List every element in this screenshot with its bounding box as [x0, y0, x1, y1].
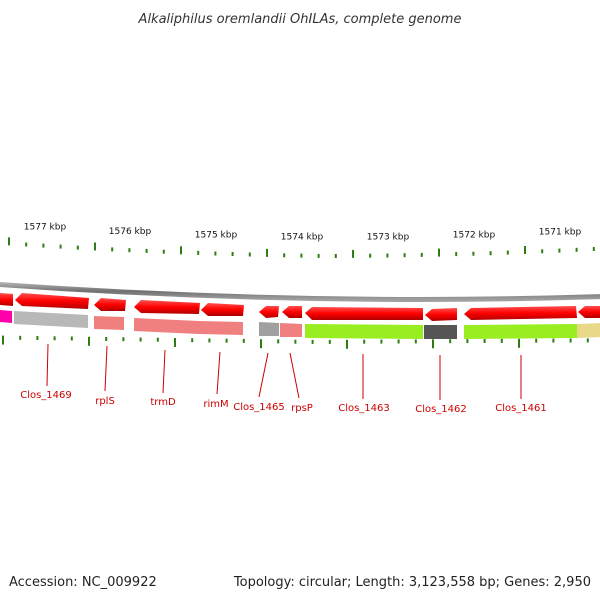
category-bar — [134, 318, 199, 334]
gene-label-clos-1462: Clos_1462 — [415, 404, 467, 415]
gene-category-bars — [0, 310, 600, 339]
gene-arrow — [259, 306, 279, 318]
category-bar — [94, 316, 124, 330]
category-bar — [464, 324, 577, 339]
category-bar — [305, 324, 423, 339]
kbp-label: 1577 kbp — [24, 223, 67, 233]
kbp-label: 1571 kbp — [539, 228, 582, 238]
accession-text: Accession: NC_009922 — [9, 575, 157, 590]
tick-marks-bottom — [2, 335, 589, 349]
gene-arrow — [425, 308, 457, 321]
gene-arrow — [282, 306, 302, 318]
gene-label-clos-1461: Clos_1461 — [495, 403, 547, 414]
leader-line — [46, 343, 49, 387]
genome-summary-text: Topology: circular; Length: 3,123,558 bp… — [233, 575, 591, 590]
tick-marks-top — [8, 237, 595, 258]
gene-arrow — [94, 298, 126, 311]
gene-label-rimm: rimM — [203, 399, 228, 410]
gene-arrow — [15, 293, 89, 309]
leader-line — [289, 352, 300, 399]
kbp-label: 1572 kbp — [453, 231, 496, 241]
category-bar — [424, 325, 457, 339]
gene-arrow — [578, 306, 600, 318]
leader-line — [258, 352, 269, 398]
gene-arrow — [201, 303, 244, 316]
genome-backbone — [0, 281, 600, 302]
gene-label-trmd: trmD — [150, 397, 176, 408]
kbp-label: 1576 kbp — [109, 227, 152, 237]
leader-line — [216, 351, 221, 395]
gene-label-clos-1469: Clos_1469 — [20, 390, 72, 401]
kbp-label: 1573 kbp — [367, 233, 410, 243]
category-bar — [0, 310, 12, 323]
genome-title: Alkaliphilus oremlandii OhILAs, complete… — [138, 12, 462, 27]
category-bar — [259, 322, 279, 336]
kbp-label: 1574 kbp — [281, 233, 324, 243]
category-bar — [199, 321, 243, 335]
gene-label-clos-1465: Clos_1465 — [233, 402, 285, 413]
gene-label-rpls: rplS — [95, 396, 115, 407]
gene-arrow — [134, 300, 200, 314]
gene-arrow — [464, 306, 577, 320]
gene-label-clos-1463: Clos_1463 — [338, 403, 390, 414]
kbp-scale-labels: 1577 kbp 1576 kbp 1575 kbp 1574 kbp 1573 kbp… — [24, 223, 582, 243]
gene-label-rpsp: rpsP — [291, 403, 313, 414]
leader-line — [162, 349, 166, 394]
gene-arrows — [0, 293, 600, 321]
leader-line — [104, 345, 108, 392]
category-bar — [577, 323, 600, 338]
gene-labels: Clos_1469 rplS trmD rimM Clos_1465 rpsP … — [20, 390, 547, 415]
category-bar — [14, 311, 88, 328]
category-bar — [280, 323, 302, 337]
gene-arrow — [0, 293, 13, 306]
gene-label-leaders — [46, 343, 522, 400]
kbp-label: 1575 kbp — [195, 231, 238, 241]
gene-arrow — [305, 307, 423, 320]
